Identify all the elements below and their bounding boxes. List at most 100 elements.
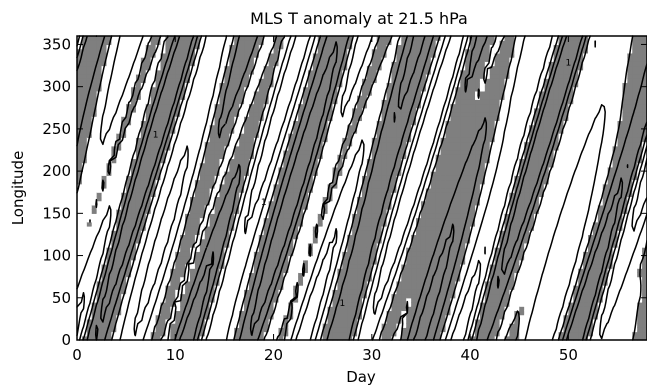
field-cell <box>244 217 250 223</box>
field-cell <box>91 179 98 185</box>
field-cell <box>263 264 270 269</box>
field-cell <box>312 188 319 193</box>
field-cell <box>253 112 260 117</box>
field-cell <box>190 86 196 92</box>
field-cell <box>106 61 112 67</box>
field-cell <box>199 259 206 265</box>
field-cell <box>253 238 260 244</box>
field-cell <box>411 297 417 303</box>
field-cell <box>81 251 88 257</box>
field-cell <box>180 158 186 164</box>
field-cell <box>126 247 132 252</box>
field-cell <box>273 226 280 231</box>
field-cell <box>150 57 157 62</box>
field-cell <box>253 259 260 265</box>
field-cell <box>362 318 368 324</box>
field-cell <box>381 162 388 168</box>
field-cell <box>106 289 112 295</box>
field-cell <box>352 293 358 299</box>
field-cell <box>283 162 289 168</box>
field-cell <box>253 65 260 71</box>
field-cell <box>239 90 245 96</box>
field-cell <box>116 280 122 286</box>
field-cell <box>170 204 176 210</box>
field-cell <box>258 268 265 274</box>
field-cell <box>234 120 240 126</box>
field-cell <box>371 107 378 113</box>
field-cell <box>352 158 358 164</box>
field-cell <box>253 141 260 147</box>
field-cell <box>391 318 397 324</box>
field-cell <box>229 192 235 198</box>
field-cell <box>293 128 299 134</box>
field-cell <box>347 69 353 75</box>
field-cell <box>332 82 339 88</box>
field-cell <box>219 65 226 71</box>
field-cell <box>170 74 176 79</box>
field-cell <box>219 221 226 227</box>
field-cell <box>317 124 324 130</box>
field-cell <box>190 238 196 244</box>
field-cell <box>91 150 98 155</box>
field-cell <box>268 166 275 172</box>
field-cell <box>312 242 319 248</box>
field-cell <box>298 36 304 41</box>
field-cell <box>342 314 348 320</box>
field-cell <box>303 314 309 320</box>
field-cell <box>352 242 358 248</box>
field-cell <box>199 128 206 134</box>
field-cell <box>86 293 93 299</box>
field-cell <box>199 99 206 105</box>
field-cell <box>106 196 112 202</box>
field-cell <box>352 48 358 54</box>
field-cell <box>386 137 393 143</box>
field-cell <box>278 133 284 138</box>
field-cell <box>86 188 93 193</box>
field-cell <box>219 40 226 46</box>
field-cell <box>362 116 368 122</box>
field-cell <box>263 302 270 307</box>
field-cell <box>337 86 343 92</box>
field-cell <box>312 44 319 50</box>
field-cell <box>145 145 152 151</box>
field-cell <box>288 306 294 312</box>
field-cell <box>91 242 98 248</box>
field-cell <box>317 306 324 312</box>
field-cell <box>391 310 397 316</box>
field-cell <box>288 276 294 282</box>
field-cell <box>239 272 245 278</box>
field-cell <box>135 120 142 126</box>
field-cell <box>180 268 186 274</box>
field-cell <box>303 90 309 96</box>
field-cell <box>194 171 201 176</box>
field-cell <box>357 196 363 202</box>
field-cell <box>278 57 284 62</box>
field-cell <box>219 234 226 240</box>
field-cell <box>160 310 167 316</box>
field-cell <box>170 255 176 261</box>
field-cell <box>219 331 226 337</box>
field-cell <box>258 175 265 181</box>
field-cell <box>342 272 348 278</box>
field-cell <box>337 302 343 307</box>
field-cell <box>366 200 373 206</box>
field-cell <box>244 120 250 126</box>
field-cell <box>253 204 260 210</box>
field-cell <box>126 175 132 181</box>
field-cell <box>170 57 176 62</box>
field-cell <box>160 120 167 126</box>
field-cell <box>283 158 289 164</box>
field-cell <box>406 272 412 278</box>
field-cell <box>253 280 260 286</box>
field-cell <box>160 280 167 286</box>
field-cell <box>362 289 368 295</box>
field-cell <box>347 204 353 210</box>
field-cell <box>121 280 127 286</box>
field-cell <box>145 120 152 126</box>
field-cell <box>332 57 339 62</box>
field-cell <box>273 112 280 117</box>
field-cell <box>366 65 373 71</box>
field-cell <box>303 255 309 261</box>
field-cell <box>239 82 245 88</box>
field-cell <box>342 162 348 168</box>
